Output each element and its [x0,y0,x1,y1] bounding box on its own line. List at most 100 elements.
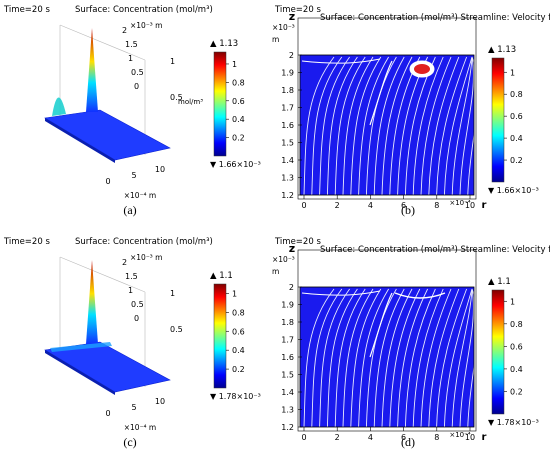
streamline [303,56,335,196]
streamlines [303,288,479,428]
y-tick-label: 1.8 [281,86,294,95]
y-tick-label: 1.3 [281,174,294,183]
y-tick-label: 1 [128,54,133,63]
y-unit-label: ×10⁻³ [272,255,295,264]
streamline [303,288,335,428]
streamline [350,288,382,428]
z-tick-label: 0.5 [170,325,183,334]
streamline [451,288,473,428]
y-tick-label: 1.3 [281,406,294,415]
concentration-spike [86,28,98,112]
y-tick-label: 1.6 [281,121,294,130]
concentration-ridge [52,97,66,116]
y-tick-label: 2 [289,51,294,60]
streamline [397,288,429,428]
streamline [389,288,421,428]
z-tick-label: 0.5 [170,93,183,102]
r-axis-letter: r [482,432,487,443]
colorbar-tick-label: 0.2 [510,387,523,396]
x-tick-label: 0 [301,201,306,210]
colorbar-max-label: ▲ 1.1 [488,277,511,287]
colorbar-tick-label: 0.6 [510,112,523,121]
x-unit-label: ×10⁻⁴ [449,431,470,439]
streamline [334,288,366,428]
axis-wall-line [59,24,146,61]
y-unit-m: m [272,35,279,44]
z-unit-label: mol/m³ [178,98,203,106]
y-tick-label: 1.4 [281,156,294,165]
x-tick-label: 4 [368,433,373,442]
colorbar-tick-label: 0.6 [232,97,245,106]
colorbar-tick-label: 0.8 [232,308,245,317]
axes-box [297,249,477,432]
y-tick-label: 1.9 [281,69,294,78]
streamline [373,288,405,428]
streamline [394,292,446,299]
streamline [319,56,350,196]
y-tick-label: 0.5 [131,300,144,309]
streamline [459,56,474,196]
colorbar-min-label: ▼ 1.78×10⁻³ [488,418,539,427]
x-tick-label: 8 [434,201,439,210]
x-unit-label: ×10⁻⁴ m [124,191,156,200]
streamline [420,288,452,428]
y-tick-label: 1.4 [281,388,294,397]
x-tick-label: 0 [105,177,110,186]
x-unit-label: ×10⁻⁴ [449,199,470,207]
surface-plane-edge [45,350,115,395]
x-tick-label: 10 [155,165,165,174]
streamline [358,288,389,428]
colorbar-max-label: ▲ 1.1 [210,271,233,281]
colorbar-tick-label: 0.6 [510,342,523,351]
x-tick-label: 10 [465,433,475,442]
axis-wall-line [59,256,146,293]
colorbar-max-label: ▲ 1.13 [488,45,516,55]
y-unit-label: ×10⁻³ m [130,253,162,262]
y-tick-label: 1.5 [125,272,138,281]
y-tick-label: 2 [122,258,127,267]
time-label: Time=20 s [3,5,50,15]
y-tick-label: 0.5 [131,68,144,77]
z-tick-label: 1 [170,289,175,298]
x-tick-label: 8 [434,433,439,442]
streamline [412,288,444,428]
streamline [301,290,381,296]
time-label: Time=20 s [274,237,321,247]
colorbar-tick-label: 1 [510,68,515,77]
x-tick-label: 0 [301,433,306,442]
streamline [369,60,393,126]
z-axis-letter: z [289,10,295,23]
concentration-ridge [50,342,112,352]
colorbar-2 [213,283,227,389]
colorbar-tick-label: 0.4 [510,134,523,143]
streamline [358,56,389,196]
streamline [350,56,382,196]
colorbar-tick-label: 0.4 [510,365,523,374]
streamline [311,56,343,196]
panel-title: Surface: Concentration (mol/m³) [75,237,213,247]
streamline [319,288,350,428]
y-tick-label: 0 [134,82,139,91]
colorbar-tick-label: 0.4 [232,115,245,124]
y-tick-label: 0 [134,314,139,323]
vortex-core [414,64,430,74]
streamline [365,56,397,196]
streamline [301,58,381,64]
colorbar-1 [491,57,505,183]
streamline [342,288,374,428]
x-unit-label: ×10⁻⁴ m [124,423,156,432]
time-label: Time=20 s [274,5,321,15]
y-tick-label: 1.5 [281,139,294,148]
x-tick-label: 2 [335,433,340,442]
x-tick-label: 2 [335,201,340,210]
y-tick-label: 1.9 [281,301,294,310]
streamline [459,288,474,428]
y-tick-label: 1.7 [281,336,294,345]
concentration-spike [86,260,98,344]
y-tick-label: 1.6 [281,353,294,362]
streamline [342,56,374,196]
colorbar-tick-label: 0.8 [510,320,523,329]
streamline [404,288,436,428]
streamline [451,56,473,196]
colorbar-tick-label: 1 [232,60,237,69]
